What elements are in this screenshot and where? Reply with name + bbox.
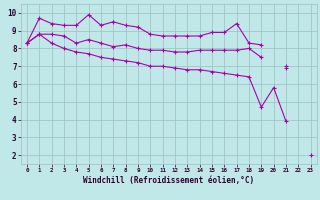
X-axis label: Windchill (Refroidissement éolien,°C): Windchill (Refroidissement éolien,°C) — [83, 176, 254, 185]
